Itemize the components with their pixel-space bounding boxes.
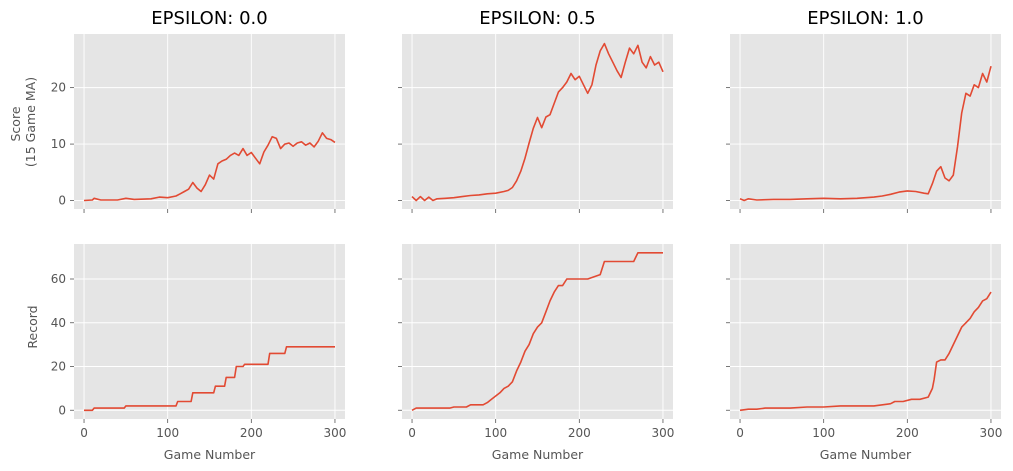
x-label-col1: Game Number bbox=[164, 447, 256, 462]
panel-3 bbox=[726, 34, 1001, 213]
panel-background bbox=[74, 244, 345, 419]
x-tick-label: 200 bbox=[568, 426, 591, 440]
panel-background bbox=[402, 244, 673, 419]
y-tick-label: 20 bbox=[51, 81, 66, 95]
series-line-1 bbox=[739, 291, 992, 412]
x-tick-label: 0 bbox=[736, 426, 744, 440]
panel-background bbox=[402, 34, 673, 209]
x-tick-label: 300 bbox=[980, 426, 1003, 440]
x-tick-label: 200 bbox=[240, 426, 263, 440]
panel-title-epsilon-0-0: EPSILON: 0.0 bbox=[151, 8, 267, 29]
y-tick-label: 0 bbox=[58, 194, 66, 208]
y-tick-label: 60 bbox=[51, 272, 66, 286]
panel-5: 0 100 200 300 bbox=[398, 244, 674, 440]
panel-title-epsilon-1-0: EPSILON: 1.0 bbox=[807, 8, 923, 29]
panel-4: 0 100 200 300 0 20 40 60 bbox=[51, 244, 347, 440]
y-label-score: Score (15 Game MA) bbox=[8, 77, 38, 167]
x-tick-label: 100 bbox=[812, 426, 835, 440]
y-tick-label: 20 bbox=[51, 360, 66, 374]
panel-title-epsilon-0-5: EPSILON: 0.5 bbox=[479, 8, 595, 29]
y-tick-label: 40 bbox=[51, 316, 66, 330]
series-line-1 bbox=[83, 132, 336, 202]
series-line-1 bbox=[411, 252, 663, 412]
panel-background bbox=[730, 244, 1001, 419]
x-tick-label: 300 bbox=[324, 426, 347, 440]
x-label-col3: Game Number bbox=[820, 447, 912, 462]
panel-6: 0 100 200 300 bbox=[726, 244, 1002, 440]
x-tick-label: 0 bbox=[408, 426, 416, 440]
x-tick-label: 200 bbox=[896, 426, 919, 440]
x-label-col2: Game Number bbox=[492, 447, 584, 462]
series-line-1 bbox=[411, 42, 664, 202]
x-tick-label: 300 bbox=[652, 426, 675, 440]
y-tick-label: 10 bbox=[51, 137, 66, 151]
y-label-record: Record bbox=[25, 305, 40, 348]
x-tick-label: 0 bbox=[80, 426, 88, 440]
x-tick-label: 100 bbox=[156, 426, 179, 440]
x-tick-label: 100 bbox=[484, 426, 507, 440]
panel-1: 0 10 20 bbox=[51, 34, 345, 213]
y-tick-label: 0 bbox=[58, 403, 66, 417]
y-label-score-line2: (15 Game MA) bbox=[23, 77, 38, 167]
series-line-1 bbox=[84, 345, 335, 412]
panel-2 bbox=[398, 34, 673, 213]
series-line-1 bbox=[739, 65, 992, 202]
panel-background bbox=[730, 34, 1001, 209]
panel-background bbox=[74, 34, 345, 209]
y-label-score-line1: Score bbox=[8, 106, 23, 141]
